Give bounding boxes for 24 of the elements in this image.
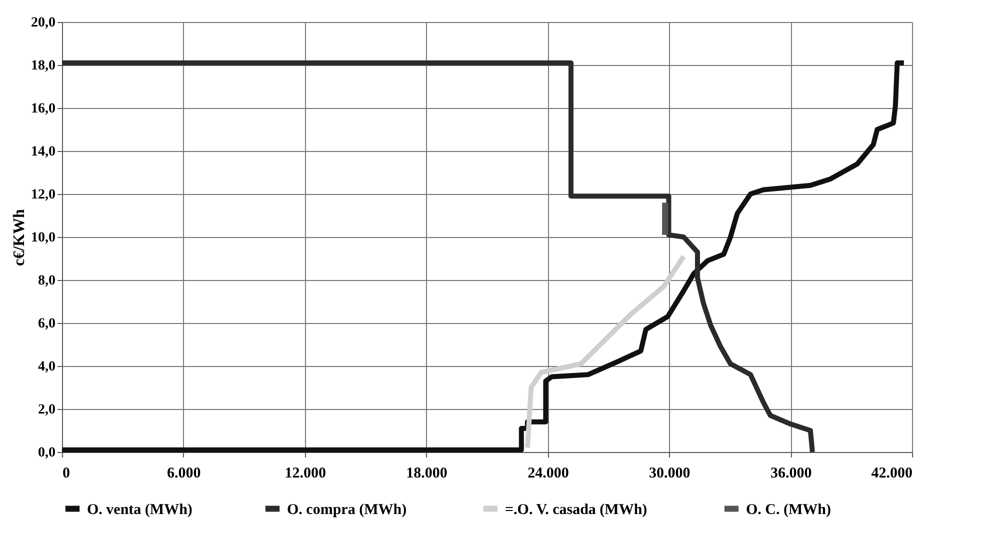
x-tick-label: 12.000 bbox=[284, 466, 326, 482]
y-tick-label: 2,0 bbox=[38, 402, 56, 418]
x-tick-label: 42.000 bbox=[871, 466, 912, 482]
x-tick-label: 18.000 bbox=[406, 466, 448, 482]
y-tick-label: 20,0 bbox=[31, 16, 56, 30]
y-tick-label: 18,0 bbox=[31, 58, 56, 74]
y-tick-label: 12,0 bbox=[31, 188, 56, 202]
y-tick-label: 8,0 bbox=[38, 274, 56, 288]
x-tick-label: 30.000 bbox=[649, 466, 690, 482]
y-axis-title: c€/KWh bbox=[11, 208, 28, 266]
x-tick-label: 0 bbox=[62, 466, 70, 482]
legend-label: O. venta (MWh) bbox=[87, 502, 192, 518]
legend-label: =.O. V. casada (MWh) bbox=[505, 502, 648, 518]
y-tick-label: 10,0 bbox=[31, 230, 56, 246]
x-tick-label: 6.000 bbox=[167, 466, 201, 482]
y-tick-label: 0,0 bbox=[38, 446, 56, 460]
y-tick-label: 14,0 bbox=[31, 144, 56, 160]
y-tick-label: 4,0 bbox=[38, 360, 56, 374]
legend-label: O. compra (MWh) bbox=[287, 502, 407, 518]
x-tick-label: 24.000 bbox=[528, 466, 569, 482]
y-tick-label: 16,0 bbox=[31, 102, 56, 116]
y-tick-label: 6,0 bbox=[38, 316, 56, 332]
x-tick-label: 36.000 bbox=[770, 466, 812, 482]
legend-label: O. C. (MWh) bbox=[746, 502, 831, 518]
